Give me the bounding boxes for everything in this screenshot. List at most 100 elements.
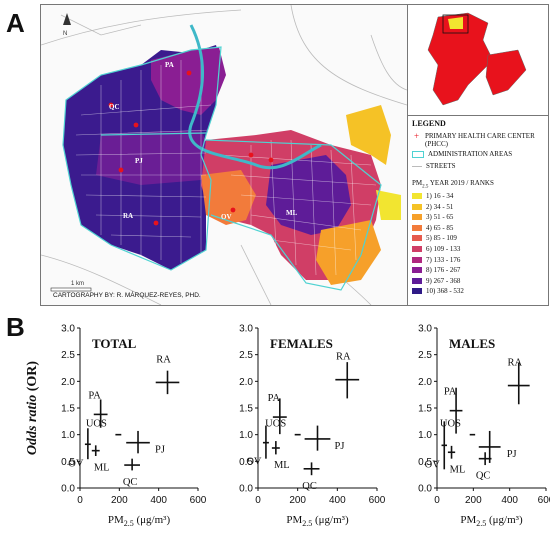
y-tick-label: 2.0 bbox=[239, 377, 253, 388]
phcc-icon: + bbox=[413, 131, 420, 141]
point-label-PJ: PJ bbox=[155, 445, 165, 456]
rank-label: 9) 267 - 368 bbox=[426, 276, 461, 285]
y-tick-label: 3.0 bbox=[239, 324, 253, 335]
rank-swatch bbox=[412, 277, 422, 284]
point-label-RA: RA bbox=[507, 358, 522, 369]
x-tick-label: 0 bbox=[434, 495, 440, 506]
rank-swatch bbox=[412, 203, 422, 210]
rank-swatch bbox=[412, 224, 422, 231]
point-label-UOS: UOS bbox=[86, 419, 107, 430]
point-label-OV: OV bbox=[68, 458, 84, 469]
rank-label: 10) 368 - 532 bbox=[426, 287, 464, 296]
panel-b-label: B bbox=[6, 312, 25, 342]
y-tick-label: 0.0 bbox=[61, 484, 75, 495]
rank-swatch bbox=[412, 214, 422, 221]
y-tick-label: 2.0 bbox=[61, 377, 75, 388]
point-label-PA: PA bbox=[268, 393, 281, 404]
y-tick-label: 0.5 bbox=[61, 457, 75, 468]
y-tick-label: 2.5 bbox=[61, 350, 75, 361]
rank-swatch bbox=[412, 193, 422, 199]
legend-rank-2: 2) 34 - 51 bbox=[412, 203, 546, 211]
chart-title: TOTAL bbox=[92, 336, 137, 351]
x-tick-label: 600 bbox=[190, 495, 207, 506]
inset-map bbox=[408, 5, 548, 116]
point-label-OV: OV bbox=[425, 459, 441, 470]
legend-rank-6: 6) 109 - 133 bbox=[412, 245, 546, 253]
svg-text:1 km: 1 km bbox=[71, 281, 84, 287]
phcc-markers bbox=[108, 70, 274, 226]
admin-swatch bbox=[412, 151, 424, 158]
y-tick-label: 1.0 bbox=[418, 430, 432, 441]
rank-label: 8) 176 - 267 bbox=[426, 266, 461, 275]
legend-rank-10: 10) 368 - 532 bbox=[412, 287, 546, 295]
map-legend: LEGEND + PRIMARY HEALTH CARE CENTER (PHC… bbox=[408, 116, 548, 305]
rank-label: 7) 133 - 176 bbox=[426, 255, 461, 264]
district-label-ov: OV bbox=[221, 213, 232, 221]
y-tick-label: 2.5 bbox=[418, 350, 432, 361]
y-tick-label: 1.0 bbox=[239, 430, 253, 441]
chart-title: FEMALES bbox=[270, 336, 333, 351]
odds-ratio-charts: 0.0 0.5 1.0 1.5 2.0 2.5 3.0 0 200 400 600 TOTAL PM2.… bbox=[0, 308, 550, 548]
svg-text:N: N bbox=[63, 31, 67, 37]
y-tick-label: 1.5 bbox=[418, 404, 432, 415]
legend-streets: STREETS bbox=[412, 162, 546, 170]
point-label-UOS: UOS bbox=[265, 419, 286, 430]
x-tick-label: 600 bbox=[538, 495, 550, 506]
x-axis-label: PM2.5 (μg/m³) bbox=[108, 514, 171, 528]
district-label-ml: ML bbox=[286, 209, 298, 217]
street-swatch bbox=[412, 166, 422, 167]
point-label-PJ: PJ bbox=[335, 441, 345, 452]
legend-rank-9: 9) 267 - 368 bbox=[412, 277, 546, 285]
district-ov-area bbox=[201, 170, 256, 225]
point-label-ML: ML bbox=[450, 464, 466, 475]
district-ml-core bbox=[266, 155, 351, 235]
y-tick-label: 3.0 bbox=[61, 324, 75, 335]
chart-title: MALES bbox=[449, 336, 495, 351]
legend-rank-4: 4) 65 - 85 bbox=[412, 224, 546, 232]
district-center-area bbox=[96, 130, 216, 185]
north-arrow-icon: N bbox=[63, 13, 71, 37]
point-label-QC: QC bbox=[302, 481, 317, 492]
legend-pm-title: PM2.5 YEAR 2019 / RANKS bbox=[412, 179, 494, 190]
point-label-ML: ML bbox=[94, 463, 110, 474]
rank-swatch bbox=[412, 246, 422, 252]
point-label-ML: ML bbox=[274, 460, 290, 471]
x-axis-label: PM2.5 (μg/m³) bbox=[286, 514, 349, 528]
y-tick-label: 3.0 bbox=[418, 324, 432, 335]
legend-rank-1: 1) 16 - 34 bbox=[412, 192, 546, 200]
legend-rank-3: 3) 51 - 65 bbox=[412, 213, 546, 221]
district-label-qc: QC bbox=[109, 103, 120, 111]
rank-label: 2) 34 - 51 bbox=[426, 202, 454, 211]
rank-swatch bbox=[412, 235, 422, 242]
district-label-pa: PA bbox=[165, 61, 174, 69]
x-tick-label: 400 bbox=[329, 495, 346, 506]
y-tick-label: 0.0 bbox=[418, 484, 432, 495]
legend-title: LEGEND bbox=[412, 119, 446, 128]
y-tick-label: 0.0 bbox=[239, 484, 253, 495]
pm25-map: PA QC PJ RA OV ML N 1 km CARTOGRAPHY BY:… bbox=[41, 5, 408, 305]
x-tick-label: 600 bbox=[369, 495, 386, 506]
y-tick-label: 1.5 bbox=[239, 404, 253, 415]
admin-boundaries bbox=[62, 46, 382, 291]
rank-label: 3) 51 - 65 bbox=[426, 213, 454, 222]
x-tick-label: 200 bbox=[289, 495, 306, 506]
point-label-RA: RA bbox=[156, 354, 171, 365]
rank-label: 4) 65 - 85 bbox=[426, 223, 454, 232]
panel-a-label: A bbox=[6, 8, 25, 38]
x-tick-label: 0 bbox=[77, 495, 83, 506]
inset-drawing bbox=[427, 12, 527, 106]
x-tick-label: 0 bbox=[255, 495, 261, 506]
point-label-PA: PA bbox=[444, 387, 457, 398]
y-tick-label: 1.5 bbox=[61, 404, 75, 415]
y-axis-label: Odds ratio (OR) bbox=[25, 361, 40, 455]
point-label-OV: OV bbox=[246, 457, 262, 468]
rank-swatch bbox=[412, 288, 422, 295]
point-label-QC: QC bbox=[123, 477, 138, 488]
district-southeast-area bbox=[316, 220, 381, 285]
point-label-RA: RA bbox=[336, 352, 351, 363]
map-frame: PA QC PJ RA OV ML N 1 km CARTOGRAPHY BY:… bbox=[40, 4, 549, 306]
rank-label: 1) 16 - 34 bbox=[426, 192, 454, 200]
y-tick-label: 0.5 bbox=[239, 457, 253, 468]
y-tick-label: 2.5 bbox=[239, 350, 253, 361]
y-tick-label: 1.0 bbox=[61, 430, 75, 441]
